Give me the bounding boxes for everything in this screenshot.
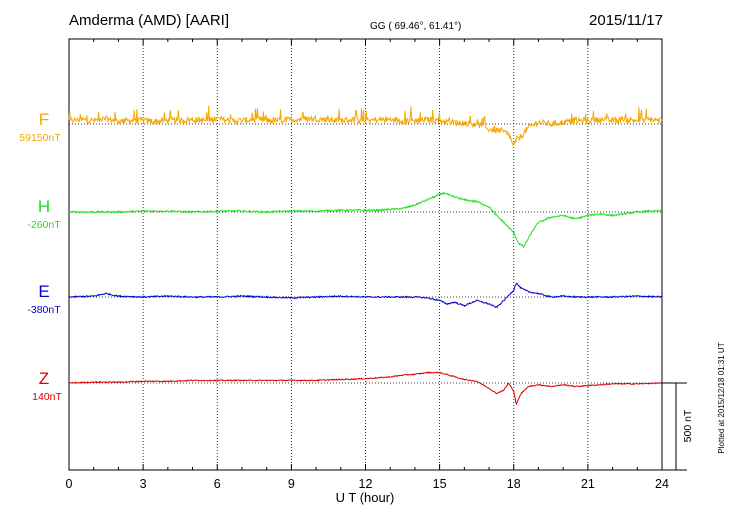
series-baseline-H: -260nT	[27, 219, 61, 231]
x-tick-label-24: 24	[655, 477, 669, 491]
x-tick-label-3: 3	[140, 477, 147, 491]
series-line-H	[68, 191, 663, 249]
series-baseline-E: -380nT	[27, 304, 61, 316]
x-tick-label-18: 18	[507, 477, 521, 491]
x-axis-title: U T (hour)	[336, 490, 395, 505]
series-name-Z: Z	[39, 369, 49, 388]
x-tick-label-6: 6	[214, 477, 221, 491]
vertical-grid	[142, 39, 589, 470]
x-tick-label-21: 21	[581, 477, 595, 491]
series-line-F	[68, 105, 663, 147]
scale-bar: 500 nT	[662, 382, 694, 471]
series-baseline-F: 59150nT	[19, 132, 61, 144]
station-title: Amderma (AMD) [AARI]	[69, 12, 229, 29]
series-line-E	[68, 282, 663, 309]
x-tick-label-12: 12	[359, 477, 373, 491]
x-tick-label-9: 9	[288, 477, 295, 491]
x-axis-tick-labels: 0 3 6 9 12 15 18 21 24	[66, 477, 669, 491]
date-label: 2015/11/17	[589, 12, 663, 29]
x-tick-label-15: 15	[433, 477, 447, 491]
series-baseline-Z: 140nT	[32, 391, 62, 403]
series-labels: F 59150nT H -260nT E -380nT Z 140nT	[19, 110, 62, 403]
x-tick-label-0: 0	[66, 477, 73, 491]
station-coords: GG ( 69.46°, 61.41°)	[370, 21, 461, 32]
series-name-E: E	[38, 282, 49, 301]
series-line-Z	[68, 371, 663, 406]
series-name-F: F	[39, 110, 49, 129]
scale-bar-label: 500 nT	[682, 409, 694, 442]
plotted-note: Plotted at 2015/12/18 01:31 UT	[717, 342, 726, 453]
series-name-H: H	[38, 197, 50, 216]
x-axis-ticks	[68, 39, 663, 470]
series-lines	[68, 105, 663, 406]
